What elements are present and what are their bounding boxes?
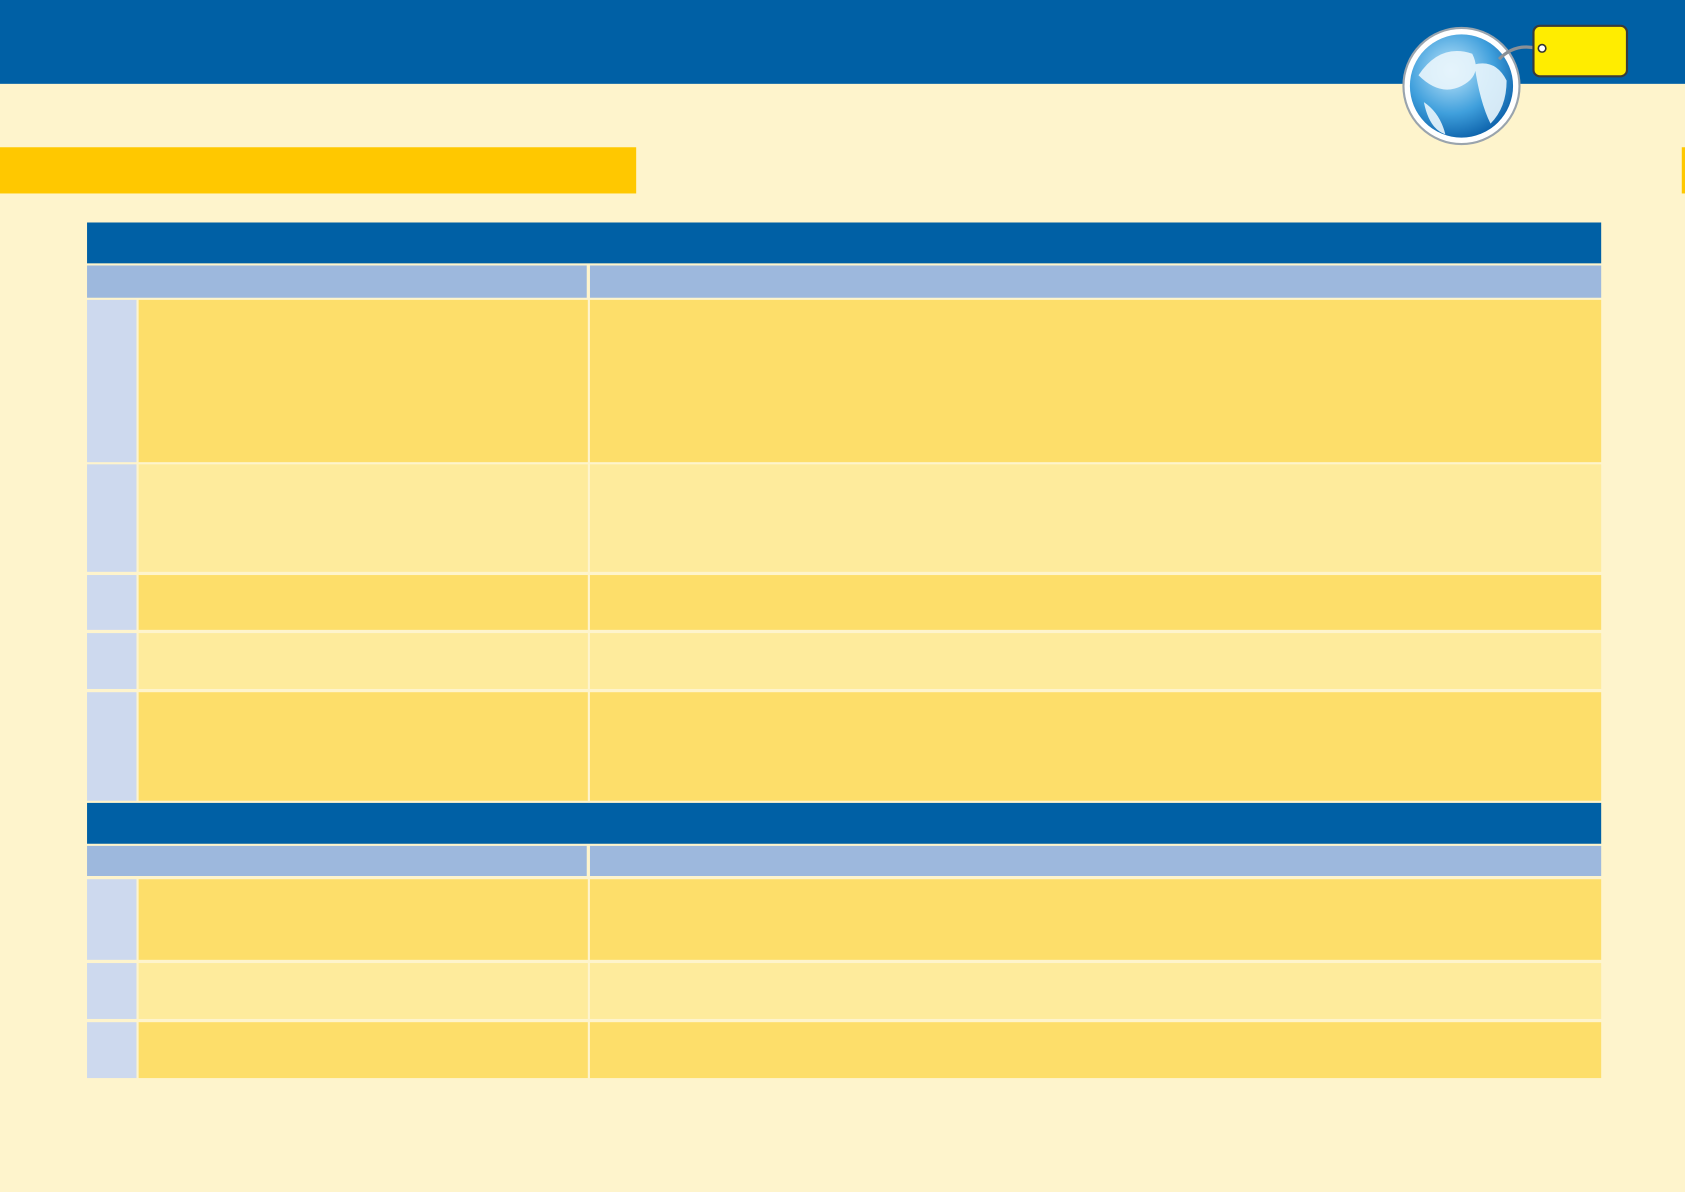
table-cell — [138, 575, 588, 630]
row-index-cell — [87, 633, 137, 689]
table-2 — [87, 802, 1602, 1079]
tag — [1532, 24, 1629, 78]
row-index-cell — [87, 963, 137, 1019]
table-cell — [589, 299, 1602, 463]
table-cell — [138, 464, 588, 572]
table-cell — [138, 879, 588, 960]
row-index-cell — [87, 1022, 137, 1079]
column-header — [87, 845, 587, 876]
row-index-cell — [87, 464, 137, 572]
table-cell — [138, 299, 588, 463]
row-index-cell — [87, 575, 137, 630]
table-cell — [138, 692, 588, 801]
edge-strip — [1681, 147, 1685, 194]
table-cell — [589, 464, 1602, 572]
table-cell — [138, 633, 588, 689]
globe-land — [1418, 51, 1507, 135]
table-header — [87, 802, 1602, 844]
section-tab — [0, 147, 637, 194]
table-cell — [589, 963, 1602, 1019]
table-header — [87, 222, 1602, 264]
table-1 — [87, 222, 1602, 801]
column-header — [87, 265, 587, 298]
top-bar — [0, 0, 1685, 84]
table-cell — [589, 1022, 1602, 1079]
row-index-cell — [87, 692, 137, 801]
globe-badge — [1402, 24, 1629, 146]
table-cell — [589, 575, 1602, 630]
table-cell — [589, 879, 1602, 960]
column-header — [589, 845, 1602, 876]
table-cell — [589, 692, 1602, 801]
table-cell — [589, 633, 1602, 689]
table-cell — [138, 1022, 588, 1079]
tag-hole — [1537, 43, 1547, 53]
table-cell — [138, 963, 588, 1019]
column-header — [589, 265, 1602, 298]
row-index-cell — [87, 299, 137, 463]
row-index-cell — [87, 879, 137, 960]
